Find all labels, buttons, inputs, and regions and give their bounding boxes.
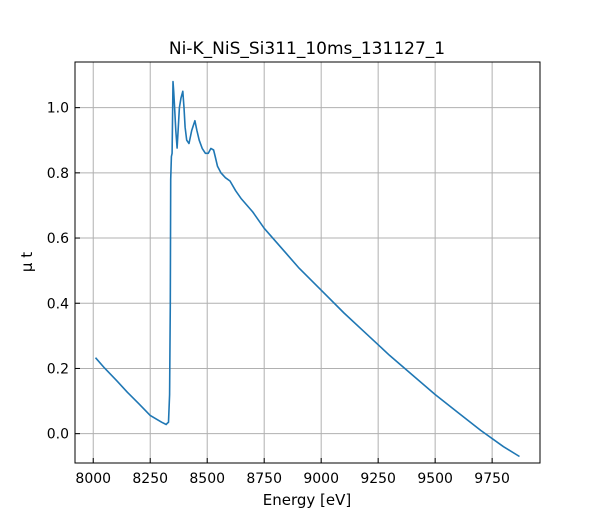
y-tick-label: 0.2	[47, 361, 69, 377]
x-tick-label: 8000	[75, 471, 111, 487]
y-tick-label: 0.0	[47, 427, 69, 443]
y-tick-label: 0.8	[47, 166, 69, 182]
chart-title: Ni-K_NiS_Si311_10ms_131127_1	[169, 39, 445, 59]
x-axis-label: Energy [eV]	[263, 491, 351, 509]
y-tick-label: 0.4	[47, 296, 69, 312]
y-tick-label: 0.6	[47, 231, 69, 247]
x-tick-label: 8750	[246, 471, 282, 487]
x-tick-label: 8500	[189, 471, 225, 487]
y-axis-label: μ t	[18, 252, 36, 272]
y-tick-label: 1.0	[47, 101, 69, 117]
x-tick-label: 9000	[303, 471, 339, 487]
x-tick-label: 9500	[417, 471, 453, 487]
x-tick-label: 8250	[132, 471, 168, 487]
grid	[75, 62, 540, 463]
x-tick-label: 9250	[360, 471, 396, 487]
plot-frame	[74, 61, 541, 464]
x-axis-ticks: 8000 8250 8500 8750 9000 9250 9500 9750	[75, 458, 510, 487]
series-layer	[94, 80, 520, 458]
series-line	[94, 80, 520, 458]
x-tick-label: 9750	[474, 471, 510, 487]
y-axis-ticks: 0.0 0.2 0.4 0.6 0.8 1.0	[47, 101, 80, 443]
